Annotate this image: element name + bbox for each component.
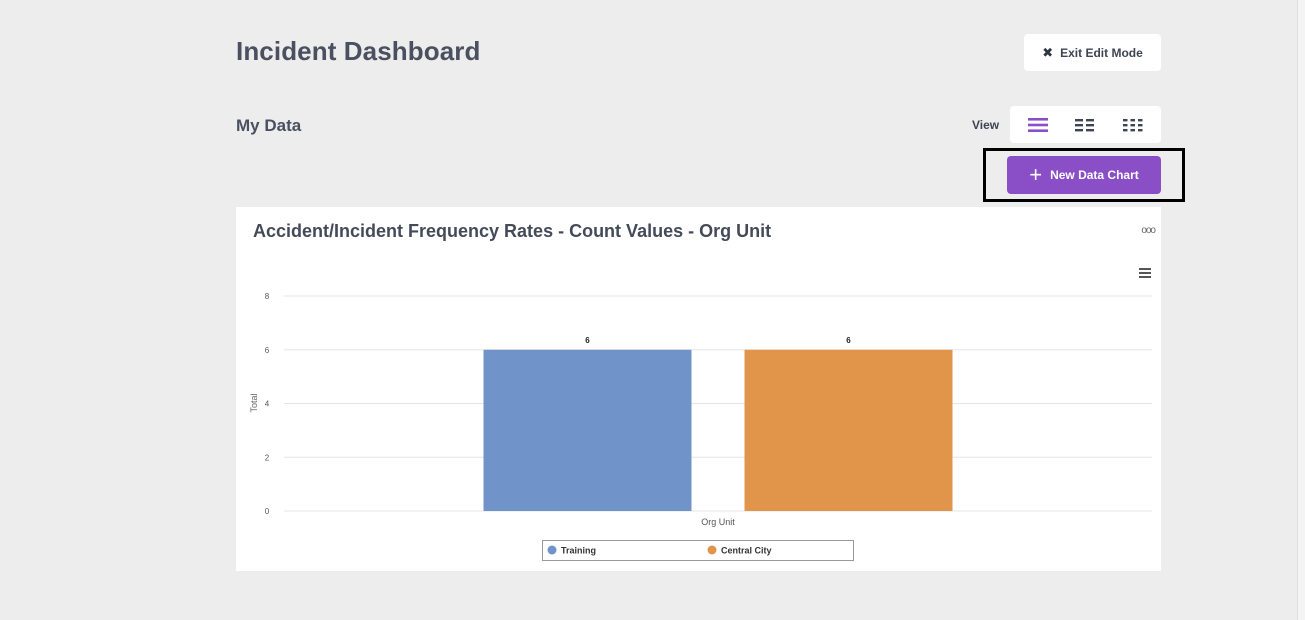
view-mode-toggle (1010, 106, 1161, 143)
three-column-grid-icon (1123, 118, 1143, 131)
legend-label: Central City (721, 546, 772, 556)
more-options-icon[interactable]: ooo (1141, 225, 1156, 236)
x-axis-label: Org Unit (701, 517, 735, 527)
bar (744, 349, 953, 511)
y-tick-label: 6 (265, 346, 270, 355)
y-tick-label: 0 (265, 507, 270, 516)
bar-chart: 0 2 4 6 8 Total Org Unit 6 6 Training Central City (249, 292, 1152, 561)
hamburger-menu-icon (1139, 268, 1151, 278)
exit-edit-mode-button[interactable]: ✖ Exit Edit Mode (1024, 34, 1161, 71)
plus-icon: + (1029, 162, 1043, 187)
y-tick-label: 8 (265, 292, 270, 301)
y-tick-label: 4 (265, 400, 270, 409)
list-view-icon (1027, 117, 1048, 132)
page-scrollbar[interactable] (1297, 0, 1305, 620)
bar (483, 349, 692, 511)
legend-label: Training (561, 546, 596, 556)
view-label: View (972, 118, 1000, 132)
new-data-chart-button[interactable]: + New Data Chart (1007, 156, 1161, 194)
section-title: My Data (236, 116, 302, 135)
highlight-annotation-box (983, 148, 1185, 202)
data-label: 6 (585, 336, 590, 345)
y-axis-label: Total (249, 393, 259, 412)
chart-menu-button[interactable] (1139, 265, 1151, 283)
chart-title: Accident/Incident Frequency Rates - Coun… (253, 221, 772, 241)
data-label: 6 (846, 336, 851, 345)
view-two-column-button[interactable] (1069, 112, 1101, 138)
legend-marker (547, 545, 557, 555)
new-data-chart-label: New Data Chart (1050, 168, 1139, 182)
legend-box (542, 540, 854, 561)
view-three-column-button[interactable] (1117, 112, 1149, 138)
two-column-grid-icon (1075, 118, 1095, 131)
chart-card: Accident/Incident Frequency Rates - Coun… (236, 207, 1161, 571)
close-icon: ✖ (1042, 44, 1054, 60)
page-title: Incident Dashboard (236, 36, 481, 66)
y-tick-label: 2 (265, 453, 270, 462)
exit-edit-mode-label: Exit Edit Mode (1060, 45, 1143, 60)
legend-marker (707, 545, 717, 555)
view-list-button[interactable] (1022, 112, 1054, 138)
